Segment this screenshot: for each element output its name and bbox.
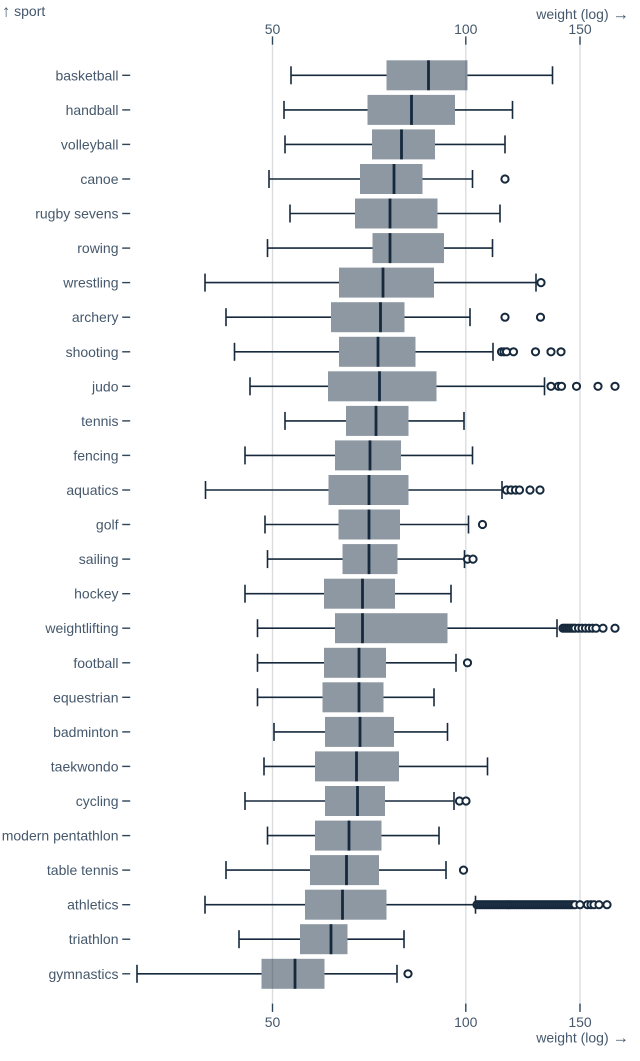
svg-text:taekwondo: taekwondo [51, 758, 119, 774]
svg-text:fencing: fencing [73, 447, 118, 463]
svg-text:50: 50 [265, 1014, 281, 1030]
svg-text:basketball: basketball [55, 67, 118, 83]
svg-text:100: 100 [454, 21, 478, 37]
svg-text:150: 150 [568, 1014, 592, 1030]
svg-text:canoe: canoe [80, 171, 118, 187]
svg-text:athletics: athletics [67, 897, 118, 913]
svg-text:handball: handball [66, 102, 119, 118]
svg-text:hockey: hockey [74, 586, 118, 602]
svg-text:badminton: badminton [53, 724, 118, 740]
svg-text:↑ sport: ↑ sport [2, 3, 45, 21]
svg-text:football: football [73, 655, 118, 671]
svg-text:aquatics: aquatics [66, 482, 118, 498]
svg-text:archery: archery [72, 309, 119, 325]
svg-text:table tennis: table tennis [47, 862, 119, 878]
svg-text:triathlon: triathlon [69, 931, 119, 947]
svg-text:weight (log) →: weight (log) → [535, 1029, 629, 1047]
svg-text:sailing: sailing [79, 551, 119, 567]
svg-text:weightlifting: weightlifting [44, 620, 118, 636]
svg-text:wrestling: wrestling [62, 275, 118, 291]
svg-text:volleyball: volleyball [61, 136, 119, 152]
svg-text:golf: golf [96, 517, 119, 533]
svg-text:50: 50 [265, 21, 281, 37]
svg-text:modern pentathlon: modern pentathlon [2, 828, 119, 844]
svg-text:weight (log) →: weight (log) → [535, 6, 629, 24]
svg-text:shooting: shooting [66, 344, 119, 360]
svg-text:equestrian: equestrian [53, 689, 118, 705]
svg-text:100: 100 [454, 1014, 478, 1030]
svg-text:rowing: rowing [77, 240, 118, 256]
svg-text:tennis: tennis [81, 413, 118, 429]
svg-text:150: 150 [568, 21, 592, 37]
svg-text:cycling: cycling [76, 793, 119, 809]
svg-text:judo: judo [91, 378, 119, 394]
svg-text:gymnastics: gymnastics [48, 966, 118, 982]
svg-text:rugby sevens: rugby sevens [35, 206, 118, 222]
